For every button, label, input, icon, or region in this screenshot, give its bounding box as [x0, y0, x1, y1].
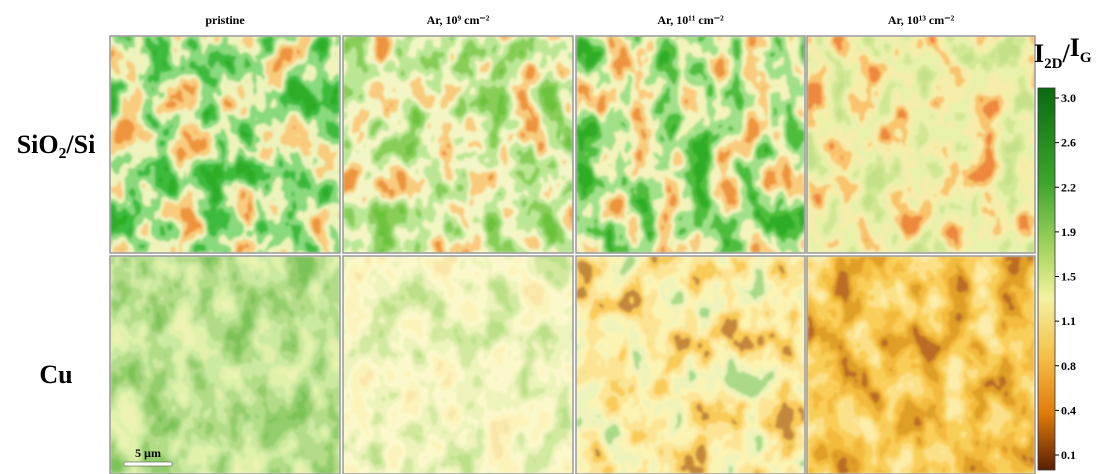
column-title: Ar, 10¹³ cm⁻²: [888, 13, 955, 27]
colorbar-tick-label: 0.8: [1061, 359, 1076, 373]
panels: [110, 36, 1035, 474]
title-subscript: G: [1080, 50, 1092, 66]
colorbar-title: I2D/IG: [1034, 33, 1092, 72]
map-panel: [576, 256, 805, 474]
map-panel: [343, 256, 573, 474]
figure: I2D/IG pristine Ar, 10⁹ cm⁻² Ar, 10¹¹ cm⁻²…: [0, 0, 1105, 474]
colorbar-tick-label: 3.0: [1061, 91, 1076, 105]
colorbar-tick-label: 1.1: [1061, 314, 1076, 328]
colorbar-tick-label: 0.1: [1061, 448, 1076, 462]
map-panel: [110, 256, 340, 474]
map-panel: [343, 36, 573, 253]
colorbar-tick-label: 1.5: [1061, 270, 1076, 284]
row-label: SiO₂/Si: [17, 130, 96, 159]
map-panel: [807, 256, 1035, 474]
row-label: Cu: [39, 360, 72, 389]
scale-bar: [124, 462, 172, 466]
colorbar-tick-label: 2.2: [1061, 180, 1076, 194]
scale-bar-label: 5 µm: [135, 446, 161, 460]
column-title: Ar, 10¹¹ cm⁻²: [657, 13, 724, 27]
title-part: I: [1070, 33, 1080, 62]
map-panel: [110, 36, 340, 253]
title-part: I: [1034, 39, 1044, 68]
map-panel: [576, 36, 805, 253]
colorbar-tick-label: 1.9: [1061, 225, 1076, 239]
column-title: pristine: [205, 13, 245, 27]
colorbar-tick-label: 0.4: [1061, 403, 1076, 417]
map-panel: [807, 36, 1035, 253]
colorbar: [1038, 88, 1055, 470]
column-title: Ar, 10⁹ cm⁻²: [427, 13, 490, 27]
title-subscript: 2D: [1044, 56, 1063, 72]
colorbar-tick-label: 2.6: [1061, 136, 1076, 150]
